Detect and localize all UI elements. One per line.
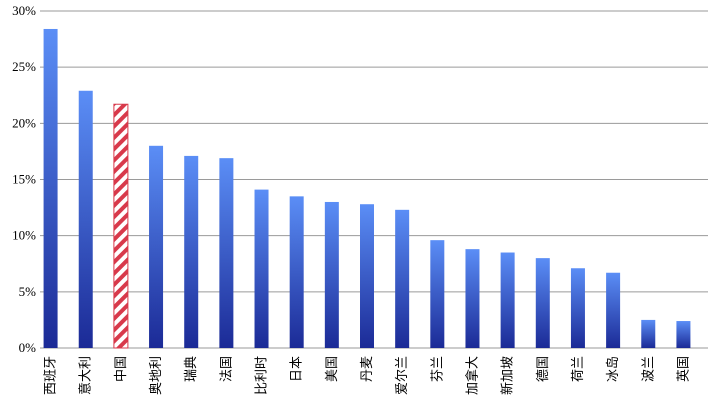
bar — [500, 252, 515, 348]
y-tick-label: 5% — [19, 284, 37, 299]
bar — [149, 145, 164, 348]
x-tick-label: 丹麦 — [359, 356, 374, 382]
bar — [430, 240, 445, 348]
x-tick-label: 美国 — [324, 356, 339, 382]
bar — [113, 103, 129, 349]
x-tick-label: 新加坡 — [500, 356, 515, 395]
bar — [465, 249, 480, 348]
x-tick-label: 中国 — [113, 356, 128, 382]
y-tick-label: 10% — [12, 228, 36, 243]
bar — [606, 272, 621, 348]
bar — [289, 196, 304, 348]
y-tick-label: 25% — [12, 59, 36, 74]
y-tick-label: 0% — [19, 340, 37, 355]
x-tick-label: 比利时 — [254, 356, 269, 395]
x-tick-label: 德国 — [535, 356, 550, 382]
x-tick-label: 西班牙 — [43, 356, 58, 395]
bar — [254, 189, 269, 348]
x-tick-label: 加拿大 — [464, 356, 479, 395]
x-tick-label: 波兰 — [640, 356, 655, 382]
x-tick-label: 意大利 — [78, 356, 93, 395]
y-tick-label: 20% — [12, 115, 36, 130]
x-tick-label: 英国 — [675, 356, 690, 382]
y-tick-label: 30% — [12, 3, 36, 18]
y-tick-label: 15% — [12, 172, 36, 187]
bar — [570, 268, 585, 348]
x-tick-label: 法国 — [218, 356, 233, 382]
x-tick-label: 冰岛 — [605, 356, 620, 382]
x-tick-label: 芬兰 — [429, 356, 444, 382]
x-tick-label: 奥地利 — [148, 356, 163, 395]
x-tick-label: 瑞典 — [183, 356, 198, 382]
bar — [219, 158, 234, 348]
bar — [78, 90, 93, 349]
bar — [641, 319, 656, 348]
bar — [535, 258, 550, 348]
x-tick-label: 日本 — [289, 356, 304, 382]
bar — [324, 201, 339, 348]
bar — [360, 204, 374, 348]
x-tick-label: 荷兰 — [570, 356, 585, 382]
bar — [676, 321, 691, 348]
bar — [184, 155, 199, 348]
x-tick-label: 爱尔兰 — [394, 356, 409, 395]
bar — [43, 28, 58, 349]
bar — [395, 209, 410, 348]
